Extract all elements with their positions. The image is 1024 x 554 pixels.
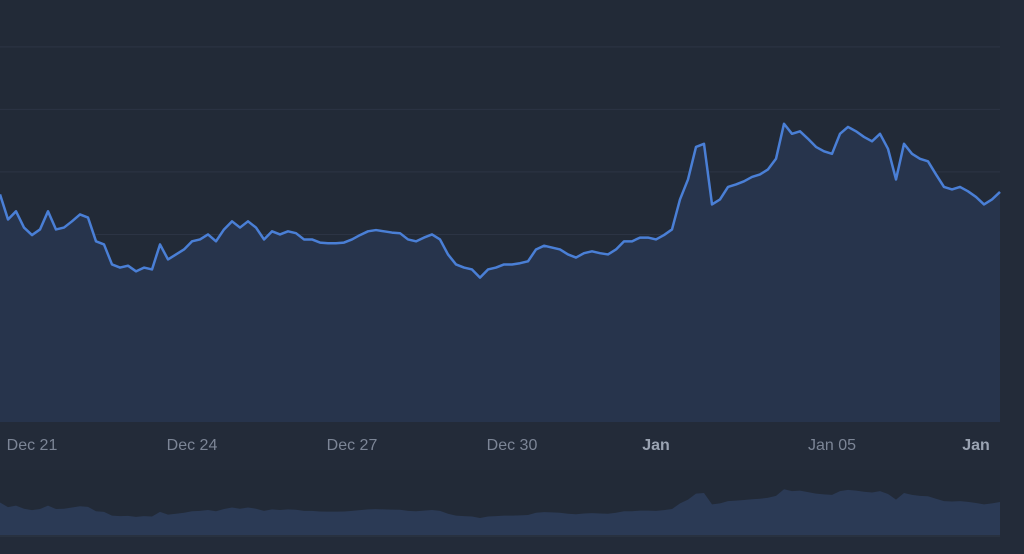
line: [0, 122, 1001, 279]
x-tick-label: Dec 21: [7, 437, 58, 454]
x-tick-label: Dec 27: [327, 437, 378, 454]
area-fill: [0, 123, 1000, 422]
x-tick-label: Dec 24: [167, 437, 218, 454]
x-tick-label: Jan: [962, 437, 990, 454]
navigator-area: [0, 489, 1000, 535]
x-tick-label: Jan: [642, 437, 670, 454]
x-tick-label: Dec 30: [487, 437, 538, 454]
x-tick-label: Jan 05: [808, 437, 856, 454]
